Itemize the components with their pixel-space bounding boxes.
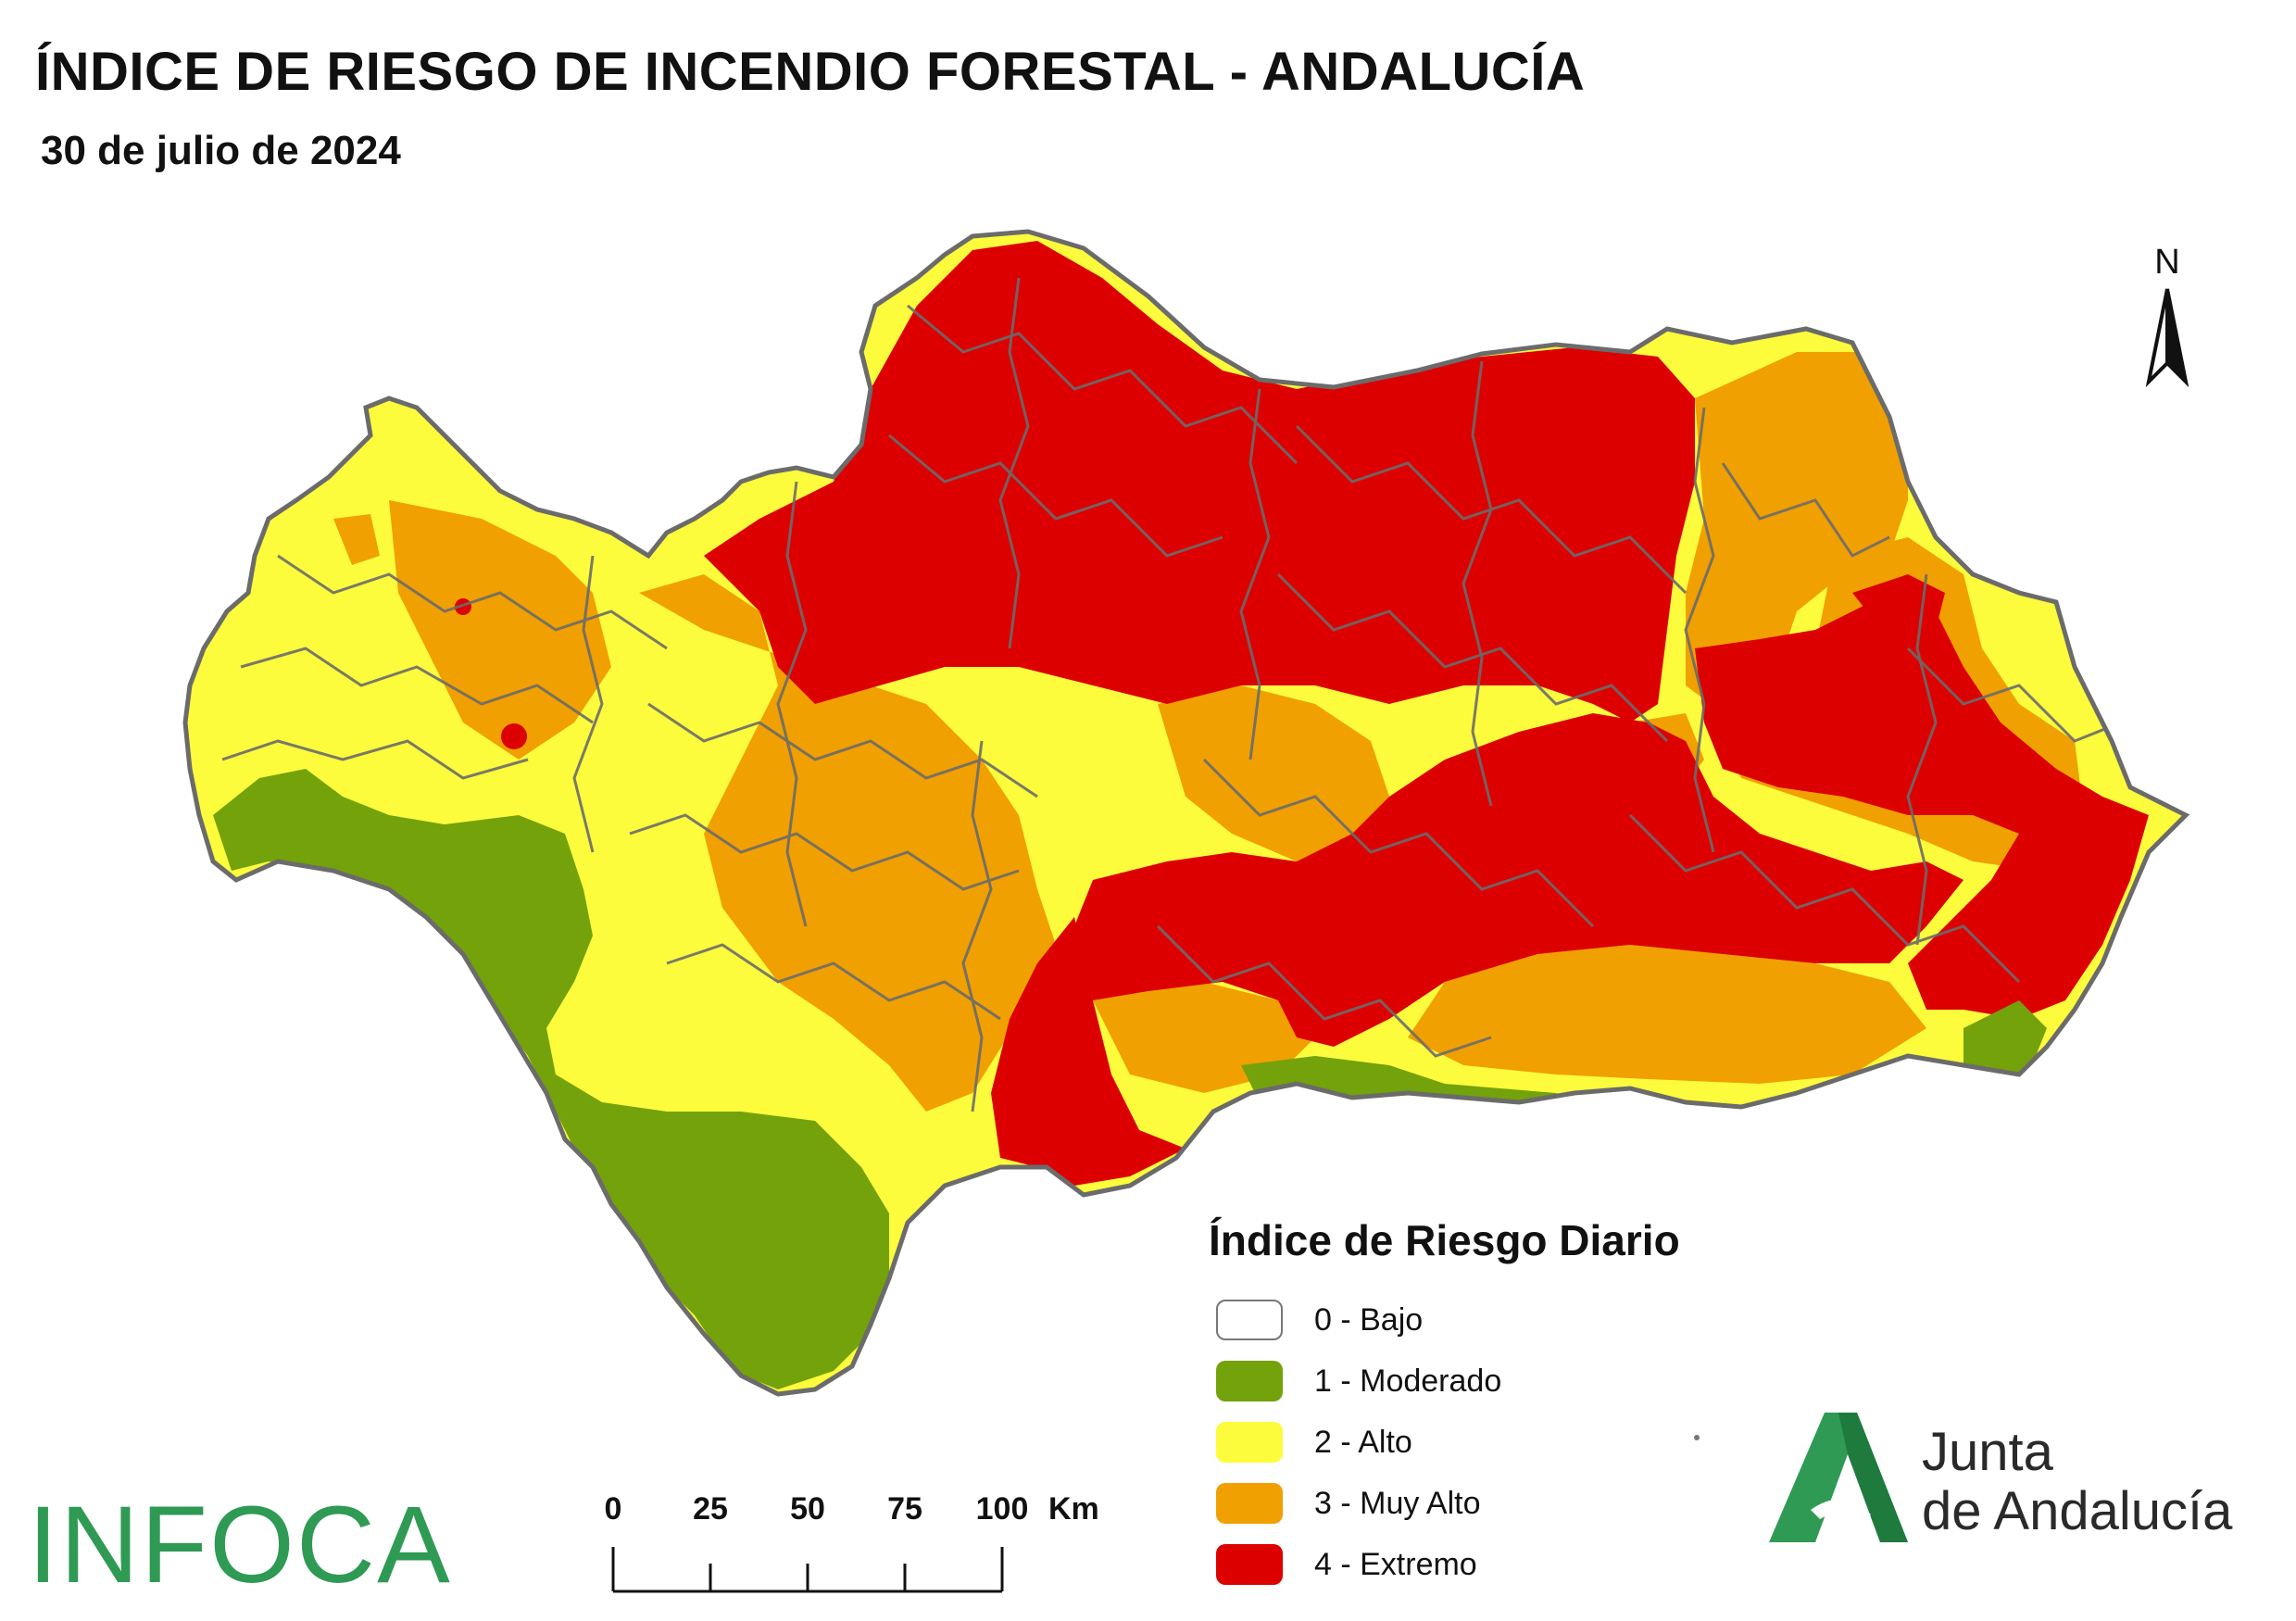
scale-bar: 0 25 50 75 100 Km (583, 1491, 1139, 1593)
map-date: 30 de julio de 2024 (41, 128, 401, 173)
scale-tick-label: 25 (693, 1491, 728, 1527)
stray-dot (1694, 1435, 1700, 1440)
scale-tick-label: 75 (887, 1491, 922, 1527)
map-title: ÍNDICE DE RIESGO DE INCENDIO FORESTAL - … (35, 42, 1586, 102)
scale-tick-label: 50 (790, 1491, 825, 1527)
junta-andalucia-logo-icon (1769, 1413, 1908, 1542)
legend-item-extremo: 4 - Extremo (1209, 1534, 1680, 1595)
legend-label: 0 - Bajo (1314, 1301, 1424, 1338)
legend-item-muy-alto: 3 - Muy Alto (1209, 1473, 1680, 1534)
legend-swatch (1216, 1544, 1283, 1585)
legend-label: 4 - Extremo (1314, 1546, 1477, 1582)
legend-label: 3 - Muy Alto (1314, 1485, 1481, 1521)
legend-item-moderado: 1 - Moderado (1209, 1351, 1680, 1412)
junta-andalucia-logo-text: Junta de Andalucía (1922, 1423, 2232, 1541)
legend-item-bajo: 0 - Bajo (1209, 1289, 1680, 1351)
legend-swatch (1216, 1361, 1283, 1401)
legend-swatch (1216, 1300, 1283, 1340)
legend-swatch (1216, 1422, 1283, 1463)
legend-swatch (1216, 1483, 1283, 1524)
north-label: N (2154, 243, 2180, 282)
north-arrow-icon (2145, 288, 2189, 388)
scale-unit: Km (1048, 1491, 1099, 1527)
legend-label: 2 - Alto (1314, 1424, 1412, 1460)
scale-bar-line (611, 1547, 1004, 1593)
legend: Índice de Riesgo Diario 0 - Bajo 1 - Mod… (1209, 1215, 1680, 1595)
scale-tick-label: 100 (975, 1491, 1029, 1527)
legend-label: 1 - Moderado (1314, 1363, 1502, 1399)
junta-line-1: Junta (1922, 1422, 2053, 1482)
legend-item-alto: 2 - Alto (1209, 1412, 1680, 1473)
infoca-logo: INFOCA (28, 1484, 452, 1606)
scale-tick-label: 0 (604, 1491, 622, 1527)
legend-title: Índice de Riesgo Diario (1209, 1216, 1680, 1264)
junta-line-2: de Andalucía (1922, 1481, 2233, 1541)
